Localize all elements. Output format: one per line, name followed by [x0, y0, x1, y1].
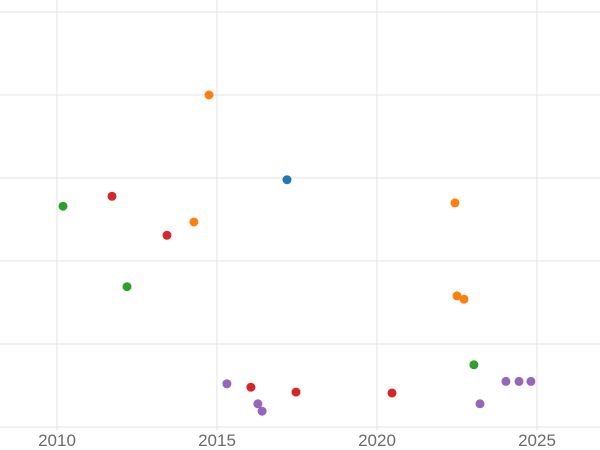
data-point-orange — [459, 294, 469, 304]
data-point-purple — [475, 399, 485, 409]
data-point-purple — [501, 376, 511, 386]
data-point-red — [291, 387, 301, 397]
data-point-purple — [257, 406, 267, 416]
data-point-blue — [282, 175, 292, 185]
data-point-purple — [526, 376, 536, 386]
data-point-orange — [452, 291, 462, 301]
x-tick-label: 2015 — [198, 431, 236, 450]
data-point-purple — [222, 379, 232, 389]
data-point-purple — [514, 376, 524, 386]
data-point-orange — [189, 217, 199, 227]
x-tick-label: 2025 — [518, 431, 556, 450]
x-tick-label: 2020 — [358, 431, 396, 450]
data-point-purple — [253, 399, 263, 409]
data-point-red — [107, 191, 117, 201]
data-point-green — [469, 360, 479, 370]
data-point-red — [387, 388, 397, 398]
data-point-orange — [450, 198, 460, 208]
x-tick-label: 2010 — [38, 431, 76, 450]
data-point-orange — [204, 90, 214, 100]
data-point-green — [58, 201, 68, 211]
data-point-green — [122, 282, 132, 292]
data-point-red — [246, 382, 256, 392]
data-point-red — [162, 230, 172, 240]
